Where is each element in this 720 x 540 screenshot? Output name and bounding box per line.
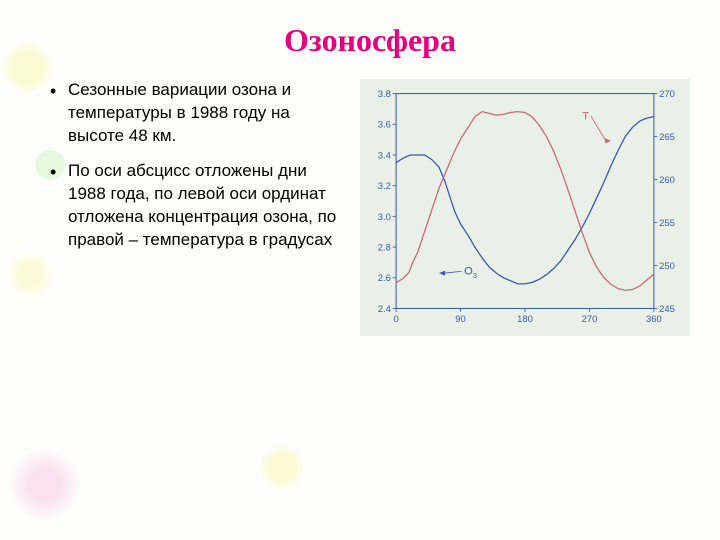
svg-text:270: 270	[659, 89, 675, 100]
svg-text:T: T	[582, 110, 589, 122]
svg-text:3.2: 3.2	[378, 181, 391, 192]
svg-text:2.4: 2.4	[378, 304, 391, 315]
ozone-temp-chart: 2.4 2.6 2.8 3.0 3.2 3.4 3.6 3.8 245 250 255 260 265 2…	[366, 85, 684, 330]
svg-text:90: 90	[455, 314, 466, 325]
svg-text:360: 360	[646, 314, 662, 325]
svg-text:2.8: 2.8	[378, 243, 391, 254]
bullet-item: Сезонные вариации озона и температуры в …	[50, 79, 340, 148]
page-title: Озоносфера	[50, 22, 690, 59]
svg-text:250: 250	[659, 261, 675, 272]
svg-text:3.0: 3.0	[378, 212, 391, 223]
chart-container: 2.4 2.6 2.8 3.0 3.2 3.4 3.6 3.8 245 250 255 260 265 2…	[360, 79, 690, 336]
svg-text:2.6: 2.6	[378, 273, 391, 284]
bullet-list: Сезонные вариации озона и температуры в …	[50, 79, 340, 264]
svg-text:180: 180	[517, 314, 533, 325]
svg-text:260: 260	[659, 175, 675, 186]
bullet-item: По оси абсцисс отложены дни 1988 года, п…	[50, 160, 340, 252]
svg-text:3.4: 3.4	[378, 150, 391, 161]
svg-text:255: 255	[659, 218, 675, 229]
svg-text:3.6: 3.6	[378, 120, 391, 131]
svg-text:0: 0	[393, 314, 398, 325]
content-row: Сезонные вариации озона и температуры в …	[50, 79, 690, 336]
svg-text:245: 245	[659, 304, 675, 315]
svg-text:265: 265	[659, 132, 675, 143]
svg-text:3.8: 3.8	[378, 89, 391, 100]
svg-text:270: 270	[582, 314, 598, 325]
